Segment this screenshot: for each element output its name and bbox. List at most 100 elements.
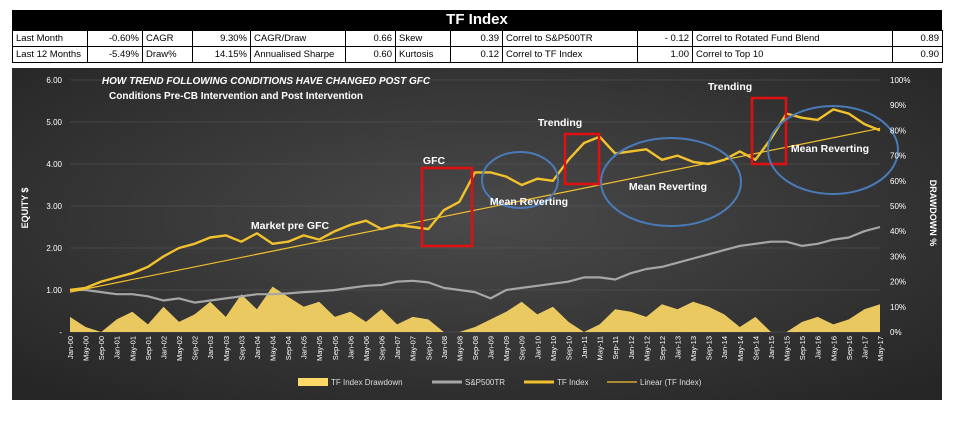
highlight-ellipse [767, 105, 899, 195]
x-tick-label: May-04 [269, 336, 278, 361]
highlight-box [750, 96, 788, 166]
annotation-labels: Market pre GFC GFC Mean Reverting Trending M… [251, 81, 869, 232]
drawdown-area [70, 286, 880, 332]
stats-row: Last Month -0.60% CAGR 9.30% CAGR/Draw 0… [12, 30, 943, 47]
tf-index-chart: - 1.00 2.00 3.00 4.00 5.00 6.00 0% 10% 20% 30% 40%… [12, 68, 942, 400]
y2-tick-label: 10% [890, 303, 906, 312]
x-tick-label: Sep-11 [611, 336, 620, 360]
legend: TF Index Drawdown S&P500TR TF Index Line… [298, 378, 702, 387]
annotation-label: Mean Reverting [490, 196, 568, 208]
x-tick-label: May-03 [222, 336, 231, 361]
y2-tick-label: 80% [890, 126, 906, 135]
x-tick-label: May-16 [829, 336, 838, 361]
y-tick-label: 1.00 [46, 286, 62, 295]
stat-label: Annualised Sharpe [250, 46, 346, 63]
x-tick-label: Jan-11 [580, 336, 589, 358]
y-tick-label: 5.00 [46, 118, 62, 127]
x-tick-label: Jan-14 [720, 336, 729, 359]
stat-value: 0.90 [892, 46, 943, 63]
x-tick-label: Sep-15 [798, 336, 807, 360]
stat-value: 9.30% [192, 30, 251, 47]
tf-index-series [69, 108, 881, 292]
annotation-label: GFC [423, 155, 446, 167]
tf-index-line [69, 108, 881, 292]
x-tick-label: May-17 [876, 336, 885, 361]
x-tick-label: May-15 [783, 336, 792, 361]
y2-tick-label: 40% [890, 227, 906, 236]
stat-value: -0.60% [87, 30, 143, 47]
x-tick-label: May-07 [409, 336, 418, 361]
annotation-shapes [420, 96, 899, 248]
stat-value: 0.89 [892, 30, 943, 47]
x-tick-label: Jan-06 [346, 336, 355, 359]
sp500-line [70, 225, 881, 304]
y2-axis-ticks: 0% 10% 20% 30% 40% 50% 60% 70% 80% 90% 100% [890, 76, 910, 337]
x-tick-label: Sep-02 [191, 336, 200, 360]
stat-value: 0.60 [345, 46, 396, 63]
stat-label: CAGR/Draw [250, 30, 346, 47]
stat-value: 0.12 [450, 46, 503, 63]
y-tick-label: 4.00 [46, 160, 62, 169]
stat-label: Correl to Top 10 [692, 46, 893, 63]
annotation-label: Mean Reverting [791, 143, 869, 155]
x-tick-label: Sep-00 [97, 336, 106, 360]
x-tick-label: Jan-12 [627, 336, 636, 359]
x-tick-label: Sep-12 [658, 336, 667, 360]
x-tick-label: May-06 [362, 336, 371, 361]
x-tick-label: Sep-07 [424, 336, 433, 360]
x-tick-label: May-01 [128, 336, 137, 361]
legend-swatch-drawdown [298, 378, 328, 386]
stat-value: -5.49% [87, 46, 143, 63]
y-tick-label: - [59, 328, 62, 337]
x-tick-label: May-05 [315, 336, 324, 361]
sp500-series [70, 225, 881, 304]
y2-axis-label: DRAWDOWN % [928, 180, 938, 247]
linear-trendline [69, 127, 881, 293]
x-tick-label: Sep-05 [331, 336, 340, 360]
x-tick-label: Jan-17 [860, 336, 869, 359]
x-tick-label: Sep-03 [237, 336, 246, 360]
stat-label: Last Month [12, 30, 88, 47]
stat-label: Last 12 Months [12, 46, 88, 63]
stat-label: Correl to Rotated Fund Blend [692, 30, 893, 47]
annotation-label: Trending [538, 117, 582, 129]
x-tick-label: May-11 [596, 336, 605, 360]
stat-label: Correl to S&P500TR [502, 30, 638, 47]
x-tick-label: Sep-16 [845, 336, 854, 360]
x-tick-label: Jan-13 [674, 336, 683, 359]
x-tick-label: Jan-01 [113, 336, 122, 359]
stat-value: - 0.12 [637, 30, 693, 47]
y-axis-label: EQUITY $ [20, 188, 30, 229]
legend-label-sp500: S&P500TR [465, 378, 505, 387]
x-tick-label: Jan-03 [206, 336, 215, 359]
highlight-box [420, 166, 474, 248]
y-tick-label: 3.00 [46, 202, 62, 211]
stat-label: Draw% [142, 46, 193, 63]
annotation-label: Trending [708, 81, 752, 93]
x-tick-label: May-00 [82, 336, 91, 361]
trendline-series [69, 127, 881, 293]
y2-tick-label: 0% [890, 328, 902, 337]
y2-tick-label: 100% [890, 76, 910, 85]
x-tick-label: Jan-08 [440, 336, 449, 359]
x-tick-label: Sep-06 [378, 336, 387, 360]
x-tick-label: May-10 [549, 336, 558, 361]
x-tick-label: Sep-08 [471, 336, 480, 360]
x-tick-label: May-13 [689, 336, 698, 361]
annotation-label: Mean Reverting [629, 181, 707, 193]
x-tick-label: May-14 [736, 336, 745, 361]
x-tick-label: Jan-07 [393, 336, 402, 359]
x-tick-label: Jan-02 [159, 336, 168, 359]
y-tick-label: 6.00 [46, 76, 62, 85]
drawdown-area-path [70, 286, 880, 332]
x-tick-label: Jan-00 [66, 336, 75, 359]
annotation-label: Market pre GFC [251, 220, 330, 232]
x-tick-label: May-08 [455, 336, 464, 361]
x-tick-label: Jan-09 [487, 336, 496, 359]
x-axis-ticks: Jan-00 May-00 Sep-00 Jan-01 May-01 Sep-01 Jan-… [66, 336, 885, 361]
y-tick-label: 2.00 [46, 244, 62, 253]
stat-label: Kurtosis [395, 46, 451, 63]
x-tick-label: Sep-13 [705, 336, 714, 360]
chart-subtitle: Conditions Pre-CB Intervention and Post … [109, 91, 363, 102]
y2-tick-label: 30% [890, 252, 906, 261]
